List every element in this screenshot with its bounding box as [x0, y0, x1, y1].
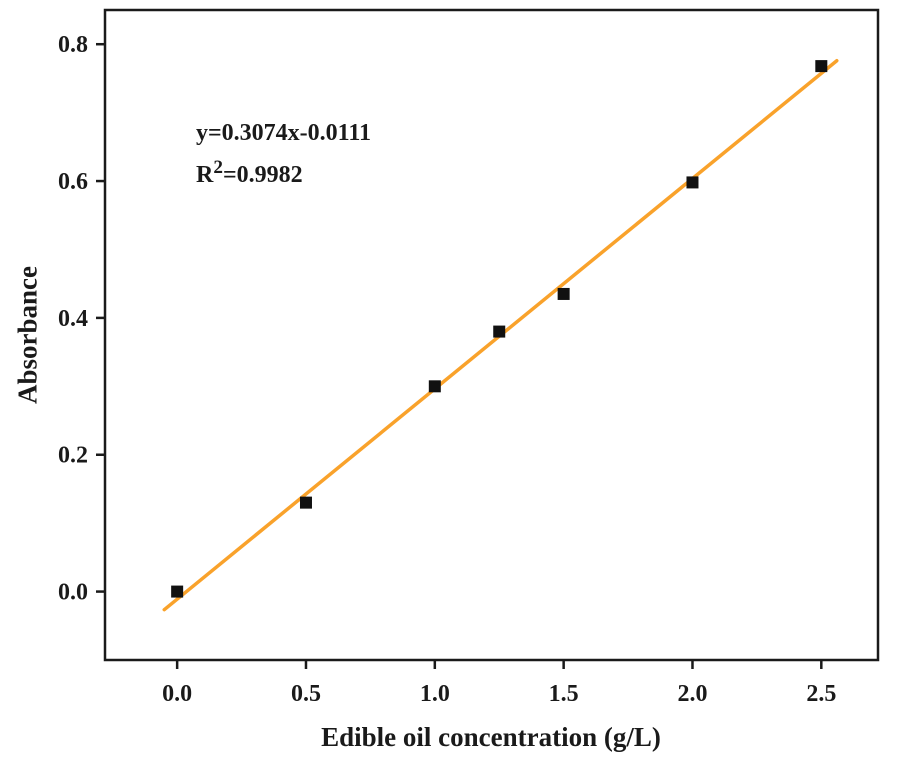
r-symbol: R: [196, 162, 214, 188]
y-tick-label: 0.8: [58, 32, 88, 58]
y-tick-label: 0.6: [58, 169, 88, 195]
data-point-marker: [815, 60, 828, 73]
data-point-marker: [428, 380, 441, 393]
r-squared-value: =0.9982: [222, 162, 303, 188]
fit-equation-annotation: y=0.3074x-0.0111 R2=0.9982: [196, 112, 371, 196]
data-point-marker: [299, 496, 312, 509]
x-tick-label: 1.0: [420, 681, 450, 707]
y-tick-label: 0.2: [58, 443, 88, 469]
x-axis-title: Edible oil concentration (g/L): [321, 722, 661, 752]
r-squared-line: R2=0.9982: [196, 154, 371, 196]
x-tick-label: 2.5: [806, 681, 836, 707]
equation-line: y=0.3074x-0.0111: [196, 120, 372, 146]
x-tick-label: 0.0: [162, 681, 192, 707]
y-tick-label: 0.4: [58, 306, 88, 332]
y-axis-title: Absorbance: [12, 265, 43, 405]
x-tick-label: 0.5: [291, 681, 321, 707]
data-point-marker: [557, 287, 570, 300]
x-tick-label: 2.0: [677, 681, 707, 707]
r-exponent: 2: [213, 157, 223, 178]
plot-frame: [103, 8, 880, 662]
x-tick-label: 1.5: [549, 681, 579, 707]
data-point-marker: [171, 585, 184, 598]
data-point-marker: [686, 176, 699, 189]
y-tick-label: 0.0: [58, 580, 88, 606]
data-point-marker: [493, 325, 506, 338]
